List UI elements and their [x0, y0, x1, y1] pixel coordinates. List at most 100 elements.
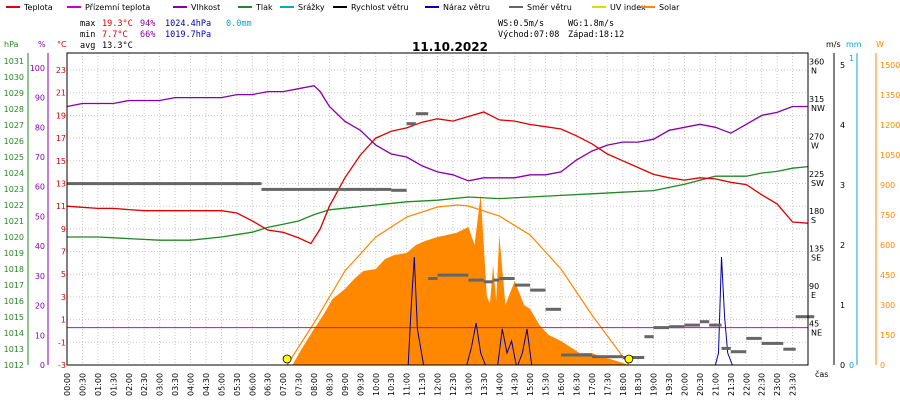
solar-layer	[286, 195, 630, 366]
solar-theoretical-line	[286, 204, 630, 366]
c-axis-title: °C	[57, 40, 67, 49]
time-tick-label: 10:30	[387, 373, 396, 396]
pct-axis-title: %	[38, 40, 46, 49]
time-tick-label: 17:30	[603, 373, 612, 396]
legend-label-9: Solar	[659, 3, 680, 12]
time-tick-label: 18:30	[634, 373, 643, 396]
w-tick-label: 600	[880, 241, 895, 250]
legend-swatch-0	[6, 6, 20, 8]
wind-direction-mark	[761, 341, 784, 345]
legend-swatch-7	[509, 6, 523, 8]
legend-label-2: Vlhkost	[191, 3, 220, 12]
hpa-tick-label: 1018	[4, 265, 24, 274]
wind-speed-avg: WS:0.5m/s	[498, 19, 544, 29]
time-tick-label: 04:00	[187, 373, 196, 396]
time-tick-label: 14:30	[511, 373, 520, 396]
stats-max-press: 1024.4hPa	[165, 19, 211, 29]
hpa-tick-label: 1020	[4, 233, 24, 242]
wind-direction-mark	[67, 182, 98, 186]
time-tick-label: 12:00	[434, 373, 443, 396]
time-tick-label: 09:00	[341, 373, 350, 396]
hpa-tick-label: 1019	[4, 249, 24, 258]
wind-direction-mark	[730, 350, 747, 354]
pct-tick-label: 100	[30, 64, 45, 73]
hpa-tick-label: 1031	[4, 57, 24, 66]
grid	[66, 53, 808, 366]
time-tick-label: 02:00	[125, 373, 134, 396]
wind-gust-line	[67, 256, 808, 366]
wind-direction-mark	[375, 187, 392, 191]
wind-direction-mark	[499, 277, 506, 280]
wind-direction-mark	[314, 187, 345, 191]
mm-axis-title: mm	[846, 40, 862, 49]
stats-rain: 0.0mm	[226, 19, 252, 29]
c-tick-label: 13	[56, 179, 66, 188]
hpa-tick-label: 1014	[4, 329, 24, 338]
w-tick-label: 300	[880, 301, 895, 310]
wind-direction-mark	[190, 182, 222, 186]
stats-avg-temp: 13.3°C	[102, 41, 133, 51]
wind-direction-mark	[128, 182, 160, 186]
c-tick-label: 7	[61, 248, 66, 257]
stats-max-label: max	[80, 19, 95, 29]
time-tick-label: 14:00	[495, 373, 504, 396]
dir-tick-deg: 360	[809, 57, 824, 66]
hpa-tick-label: 1021	[4, 217, 24, 226]
wind-direction-mark	[400, 188, 407, 192]
wind-direction-mark	[437, 273, 453, 277]
time-tick-label: 18:00	[619, 373, 628, 396]
time-tick-label: 04:30	[202, 373, 211, 396]
legend-swatch-1	[67, 6, 81, 8]
legend-swatch-3	[238, 6, 252, 8]
dir-tick-name: SW	[811, 179, 824, 188]
ms-tick-label: 2	[840, 241, 845, 250]
humidity-line	[66, 84, 808, 182]
chart-title-date: 11.10.2022	[412, 40, 488, 54]
stats-min-press: 1019.7hPa	[165, 30, 211, 40]
w-tick-label: 1200	[880, 121, 900, 130]
wind-info: WS:0.5m/s WG:1.8m/s Východ:07:08 Západ:1…	[498, 19, 624, 40]
hpa-tick-label: 1028	[4, 105, 24, 114]
time-tick-label: 09:30	[356, 373, 365, 396]
pct-tick-label: 70	[35, 153, 45, 162]
hpa-tick-label: 1015	[4, 313, 24, 322]
pct-tick-label: 10	[35, 331, 45, 340]
legend-swatch-8	[592, 6, 606, 8]
c-tick-label: 3	[61, 293, 66, 302]
stats-min-label: min	[80, 30, 95, 40]
time-tick-label: 10:00	[372, 373, 381, 396]
hpa-tick-label: 1027	[4, 121, 24, 130]
hpa-tick-label: 1013	[4, 345, 24, 354]
hpa-tick-label: 1029	[4, 89, 24, 98]
wind-direction-mark	[406, 122, 416, 126]
time-tick-label: 06:30	[264, 373, 273, 396]
hpa-tick-label: 1012	[4, 361, 24, 370]
wind-direction-mark	[415, 112, 429, 116]
dir-tick-name: W	[811, 141, 819, 150]
stats-avg-label: avg	[80, 41, 95, 51]
wind-direction-mark	[468, 278, 484, 282]
pct-tick-label: 90	[35, 94, 45, 103]
solar-area	[292, 195, 629, 365]
dir-tick-name: N	[811, 66, 817, 75]
series-marks	[67, 112, 815, 364]
legend-label-3: Tlak	[255, 3, 273, 12]
pct-tick-label: 50	[35, 212, 45, 221]
dir-tick-name: NW	[811, 104, 825, 113]
stats-min-temp: 7.7°C	[102, 30, 128, 40]
wind-direction-mark	[709, 323, 722, 327]
time-tick-label: 08:30	[325, 373, 334, 396]
hpa-tick-label: 1025	[4, 153, 24, 162]
c-tick-label: 17	[56, 134, 66, 143]
hpa-tick-label: 1022	[4, 201, 24, 210]
dir-tick-deg: 225	[809, 170, 824, 179]
time-tick-label: 03:30	[171, 373, 180, 396]
wind-direction-mark	[699, 320, 710, 324]
time-tick-label: 13:00	[464, 373, 473, 396]
sunrise-time: Východ:07:08	[498, 30, 559, 40]
hpa-tick-label: 1026	[4, 137, 24, 146]
time-tick-label: 01:30	[109, 373, 118, 396]
c-tick-label: 19	[56, 111, 66, 120]
pct-tick-label: 0	[40, 361, 45, 370]
legend-label-8: UV index	[610, 3, 646, 12]
